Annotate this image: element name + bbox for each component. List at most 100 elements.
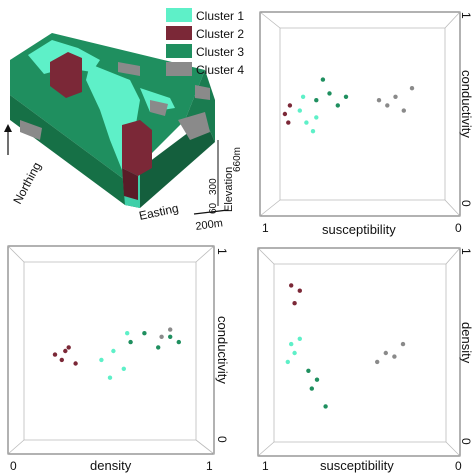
- panel-3d-edge: [7, 439, 25, 455]
- scale-bar: [193, 209, 229, 215]
- point-cluster-4: [409, 86, 415, 91]
- point-cluster-3: [320, 77, 326, 82]
- y-tick-top: 1: [459, 248, 473, 255]
- block-right-face: [125, 120, 215, 208]
- cluster4-region-c: [178, 112, 210, 140]
- point-cluster-2: [289, 283, 294, 288]
- point-cluster-1: [300, 94, 306, 100]
- point-cluster-2: [292, 301, 297, 306]
- point-cluster-1: [285, 359, 290, 365]
- panel-3d-edge: [259, 199, 281, 217]
- point-cluster-1: [297, 108, 302, 113]
- legend-label-2: Cluster 2: [196, 27, 244, 41]
- legend: Cluster 1 Cluster 2 Cluster 3 Cluster 4: [166, 8, 244, 77]
- elevation-tick-300: 300: [208, 178, 219, 195]
- point-cluster-4: [376, 98, 382, 103]
- scatter-points: [285, 283, 406, 409]
- point-cluster-2: [297, 288, 302, 293]
- x-tick-left: 0: [10, 459, 17, 473]
- point-cluster-4: [392, 354, 397, 359]
- panel-3d-edge: [257, 441, 275, 457]
- panel-3d-edge: [195, 245, 215, 263]
- y-axis-label: conductivity: [215, 316, 230, 384]
- panel-3d-edge: [195, 439, 215, 455]
- point-cluster-2: [59, 357, 64, 363]
- cluster2-region-b: [122, 120, 152, 176]
- point-cluster-3: [343, 94, 349, 100]
- point-cluster-4: [400, 341, 406, 347]
- scatter-panel-susceptibility-conductivity: 1 0 susceptibility conductivity 1 0: [259, 11, 474, 237]
- northing-label: Northing: [10, 160, 44, 207]
- point-cluster-4: [375, 359, 380, 365]
- panel-3d-edge: [444, 199, 461, 217]
- block-model: Northing Easting Elevation 60 300 660m 2…: [4, 33, 243, 233]
- x-tick-left: 1: [262, 221, 269, 235]
- northing-arrowhead: [4, 124, 12, 132]
- point-cluster-3: [327, 91, 332, 96]
- panel-3d-inner: [279, 27, 446, 201]
- point-cluster-3: [323, 404, 328, 409]
- x-tick-right: 1: [206, 459, 213, 473]
- point-cluster-2: [282, 111, 288, 117]
- point-cluster-3: [142, 331, 147, 336]
- panel-3d-edge: [444, 11, 461, 29]
- x-axis-label: susceptibility: [320, 458, 394, 473]
- scatter-panel-density-conductivity: 0 1 density conductivity 1 0: [7, 245, 230, 473]
- cluster2-region-a: [50, 52, 82, 98]
- panel-frame: [7, 245, 215, 455]
- panel-3d-inner: [23, 261, 197, 441]
- point-cluster-3: [128, 339, 133, 345]
- cluster4-region-a: [118, 62, 140, 76]
- point-cluster-1: [304, 120, 309, 125]
- point-cluster-1: [292, 350, 297, 356]
- point-cluster-3: [306, 368, 311, 373]
- point-cluster-2: [52, 352, 58, 357]
- legend-label-4: Cluster 4: [196, 63, 244, 77]
- point-cluster-3: [335, 103, 340, 108]
- x-tick-right: 0: [455, 459, 462, 473]
- cluster2-front: [122, 168, 138, 200]
- y-axis-label: conductivity: [459, 70, 474, 138]
- y-axis-label: density: [459, 322, 474, 364]
- elevation-label: Elevation: [223, 167, 235, 212]
- point-cluster-2: [286, 120, 291, 125]
- legend-swatch-1: [166, 8, 192, 22]
- scatter-points: [52, 327, 181, 380]
- legend-swatch-2: [166, 26, 192, 40]
- point-cluster-4: [159, 334, 164, 339]
- point-cluster-1: [314, 115, 319, 120]
- point-cluster-3: [309, 386, 314, 391]
- y-tick-bottom: 0: [459, 200, 473, 207]
- panel-3d-edge: [257, 247, 275, 265]
- y-tick-top: 1: [215, 248, 229, 255]
- point-cluster-2: [73, 361, 78, 366]
- scatter-panel-susceptibility-density: 1 0 susceptibility density 1 0: [257, 247, 474, 473]
- cluster4-region-d: [20, 120, 42, 140]
- panel-3d-edge: [7, 245, 25, 263]
- x-axis-label: susceptibility: [322, 222, 396, 237]
- point-cluster-4: [383, 350, 388, 356]
- point-cluster-3: [314, 98, 319, 103]
- legend-label-1: Cluster 1: [196, 9, 244, 23]
- legend-label-3: Cluster 3: [196, 45, 244, 59]
- y-tick-top: 1: [459, 12, 473, 19]
- panel-3d-edge: [445, 247, 461, 265]
- point-cluster-4: [168, 327, 173, 332]
- point-cluster-3: [168, 334, 173, 339]
- point-cluster-3: [314, 377, 320, 382]
- panel-frame: [257, 247, 461, 457]
- point-cluster-4: [401, 108, 406, 113]
- elevation-tick-660: 660m: [232, 147, 243, 172]
- legend-swatch-4: [166, 62, 192, 76]
- point-cluster-3: [176, 339, 181, 345]
- point-cluster-1: [107, 375, 113, 380]
- point-cluster-1: [125, 331, 130, 336]
- x-axis-label: density: [90, 458, 132, 473]
- point-cluster-3: [156, 345, 161, 350]
- point-cluster-4: [393, 94, 398, 100]
- scatter-points: [282, 77, 415, 134]
- x-tick-left: 1: [262, 459, 269, 473]
- block-front-face: [10, 95, 125, 205]
- panel-3d-edge: [259, 11, 281, 29]
- cluster4-region-b: [150, 100, 168, 116]
